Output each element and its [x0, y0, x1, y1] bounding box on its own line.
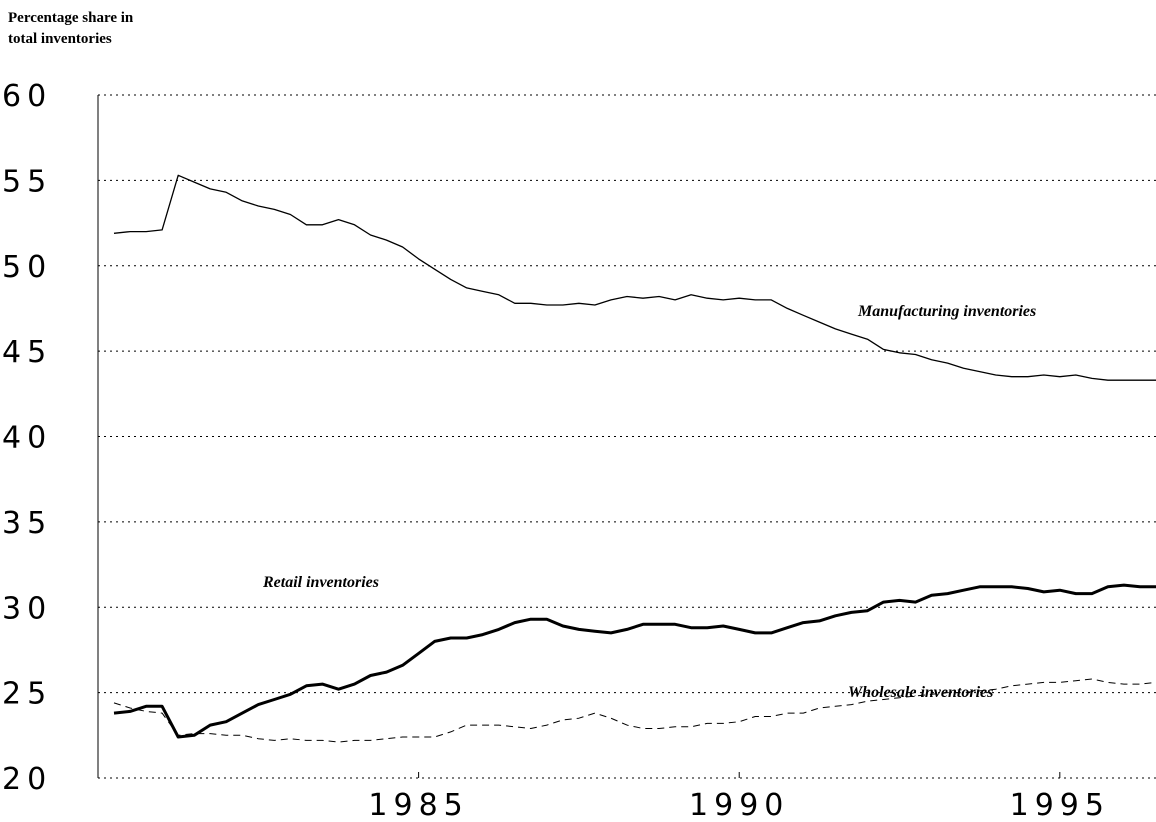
line-series	[113, 583, 1156, 739]
annotation: Manufacturing inventories	[857, 303, 1036, 320]
y-tick-label: 50	[2, 250, 52, 285]
y-axis-label: Percentage share in	[8, 10, 134, 26]
y-axis-label: total inventories	[8, 31, 112, 47]
y-tick-label: 20	[2, 762, 52, 797]
y-tick-label: 40	[2, 421, 52, 456]
annotation: Retail inventories	[262, 574, 379, 591]
y-tick-label: 30	[2, 591, 52, 626]
annotation: Wholesale inventories	[848, 684, 993, 701]
x-tick-label: 1985	[368, 788, 468, 822]
line-series	[113, 678, 1156, 743]
x-tick-label: 1995	[1010, 788, 1110, 822]
line-series	[113, 174, 1156, 381]
y-tick-label: 60	[2, 79, 52, 114]
y-tick-label: 55	[2, 164, 52, 199]
x-tick-label: 1990	[689, 788, 789, 822]
y-tick-label: 45	[2, 335, 52, 370]
y-tick-label: 25	[2, 677, 52, 712]
y-tick-label: 35	[2, 506, 52, 541]
